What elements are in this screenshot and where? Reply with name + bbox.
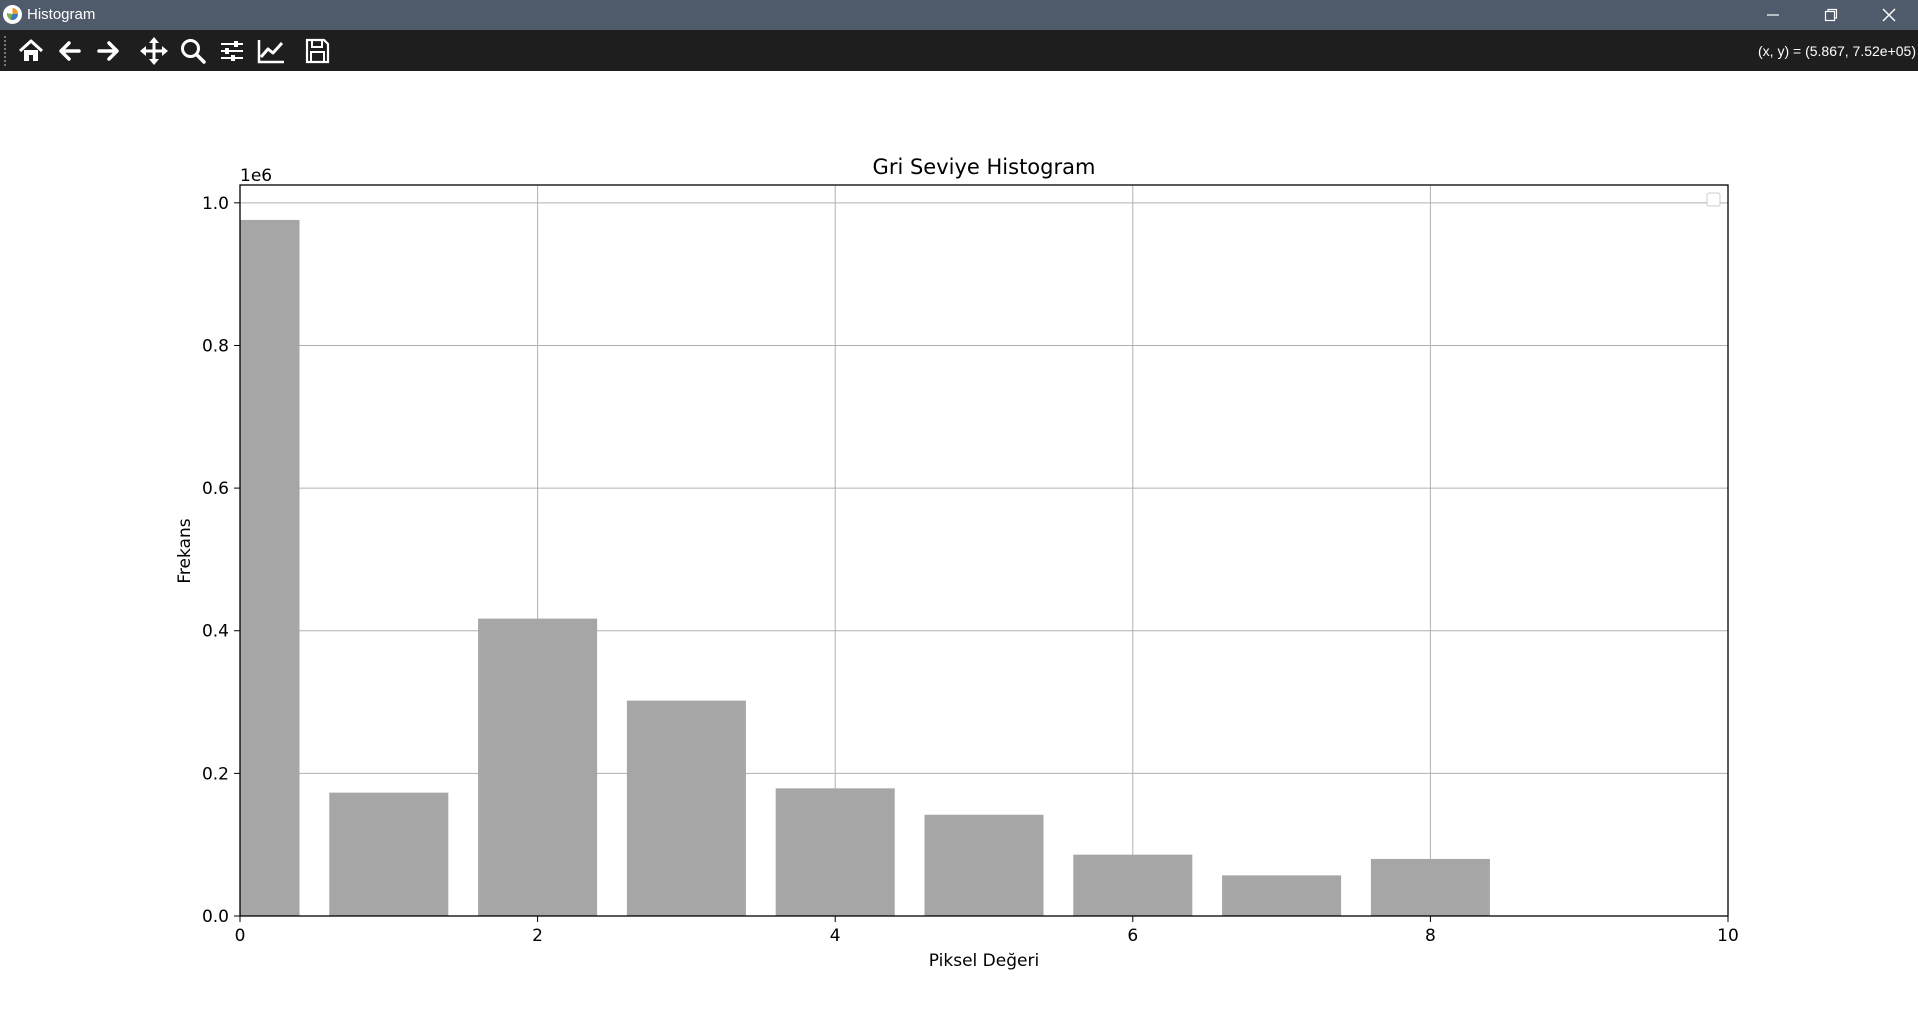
grid xyxy=(239,185,1729,917)
move-icon xyxy=(140,37,168,65)
x-tick-label: 10 xyxy=(1717,926,1739,946)
chart-title: Gri Seviye Histogram xyxy=(873,155,1096,179)
line-chart-icon xyxy=(257,40,284,64)
minimize-button[interactable] xyxy=(1744,0,1802,30)
y-tick-label: 1.0 xyxy=(202,194,229,214)
x-tick-label: 0 xyxy=(235,926,246,946)
sliders-icon xyxy=(221,41,243,61)
edit-axes-button[interactable] xyxy=(254,34,288,68)
histogram-bar[interactable] xyxy=(1222,875,1342,916)
y-axis-label: Frekans xyxy=(175,518,195,583)
app-icon xyxy=(3,5,22,24)
forward-button[interactable] xyxy=(91,34,125,68)
zoom-button[interactable] xyxy=(176,34,210,68)
y-offset-label: 1e6 xyxy=(240,166,272,186)
y-tick-label: 0.0 xyxy=(202,907,229,927)
restore-button[interactable] xyxy=(1802,0,1860,30)
y-tick-label: 0.8 xyxy=(202,336,229,356)
title-bar: Histogram xyxy=(0,0,1918,30)
close-icon xyxy=(1882,8,1896,22)
histogram-bar[interactable] xyxy=(626,700,746,916)
window-title: Histogram xyxy=(27,6,96,23)
bars xyxy=(240,219,1490,916)
x-tick-label: 4 xyxy=(830,926,841,946)
x-axis-label: Piksel Değeri xyxy=(929,951,1039,971)
home-icon xyxy=(18,39,44,61)
x-tick-label: 6 xyxy=(1127,926,1138,946)
y-tick-label: 0.6 xyxy=(202,479,229,499)
cursor-coordinates: (x, y) = (5.867, 7.52e+05) xyxy=(1758,43,1916,59)
arrow-right-icon xyxy=(97,41,119,61)
histogram-bar[interactable] xyxy=(478,618,598,916)
save-button[interactable] xyxy=(300,34,334,68)
y-tick-label: 0.2 xyxy=(202,764,229,784)
close-button[interactable] xyxy=(1860,0,1918,30)
configure-subplots-button[interactable] xyxy=(215,34,249,68)
histogram-bar[interactable] xyxy=(1073,854,1193,916)
ticks: 0 2 4 6 8 10 0.0 0.2 0.4 0.6 0.8 1.0 xyxy=(202,194,1739,946)
y-tick-label: 0.4 xyxy=(202,622,229,642)
axes-frame xyxy=(239,184,1729,917)
histogram-bar[interactable] xyxy=(329,792,449,916)
restore-icon xyxy=(1824,8,1838,22)
x-tick-label: 8 xyxy=(1425,926,1436,946)
pan-button[interactable] xyxy=(137,34,171,68)
x-tick-label: 2 xyxy=(532,926,543,946)
floppy-disk-icon xyxy=(305,38,330,64)
back-button[interactable] xyxy=(53,34,87,68)
histogram-chart[interactable]: 0 2 4 6 8 10 0.0 0.2 0.4 0.6 0.8 1.0 Gri Seviye His… xyxy=(0,71,1918,1017)
minimize-icon xyxy=(1767,14,1779,16)
histogram-bar[interactable] xyxy=(775,788,895,916)
home-button[interactable] xyxy=(14,34,48,68)
arrow-left-icon xyxy=(59,41,81,61)
legend-box xyxy=(1706,192,1721,207)
histogram-bar[interactable] xyxy=(1370,858,1490,916)
histogram-bar[interactable] xyxy=(240,219,300,916)
histogram-bar[interactable] xyxy=(924,814,1044,916)
magnifier-icon xyxy=(181,39,206,64)
toolbar-grip xyxy=(4,36,8,66)
navigation-toolbar: (x, y) = (5.867, 7.52e+05) xyxy=(0,30,1918,71)
